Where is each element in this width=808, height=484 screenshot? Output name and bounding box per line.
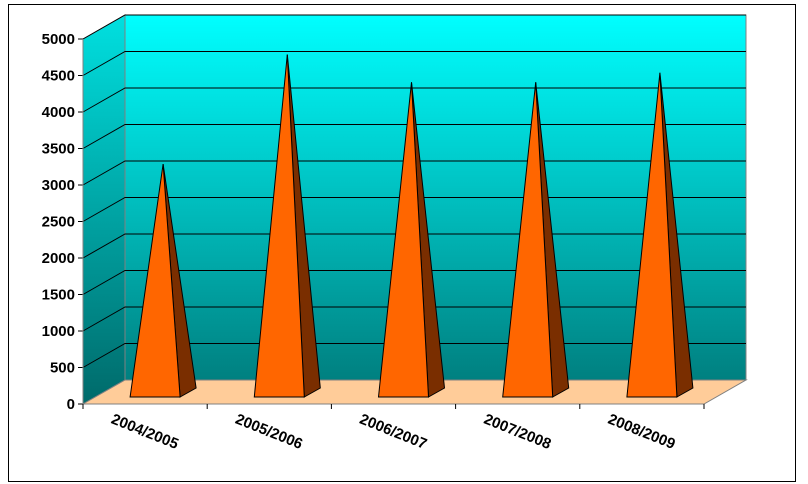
y-tick-label: 3500	[42, 141, 75, 158]
bar-front-face	[253, 54, 305, 398]
x-tick-label: 2008/2009	[606, 411, 678, 453]
y-tick-label: 1000	[42, 323, 75, 340]
bar-front-face	[626, 72, 678, 398]
bar	[626, 72, 694, 398]
bar-front-face	[129, 163, 181, 398]
bar	[377, 82, 446, 398]
y-tick-label: 500	[50, 360, 75, 377]
bar	[129, 163, 197, 398]
y-tick-label: 4000	[42, 104, 75, 121]
y-tick-label: 3000	[42, 177, 75, 194]
bar-front-face	[502, 82, 554, 398]
bar-front-face	[377, 82, 430, 398]
x-tick-label: 2005/2006	[233, 411, 305, 453]
y-tick-label: 4500	[42, 68, 75, 85]
bar	[253, 54, 321, 398]
gridline	[82, 87, 746, 113]
x-tick-label: 2004/2005	[109, 411, 181, 453]
y-tick-label: 2000	[42, 250, 75, 267]
x-tick-label: 2007/2008	[481, 411, 553, 453]
bar	[502, 82, 570, 398]
bars	[129, 54, 694, 398]
axes	[78, 38, 705, 409]
gridline	[82, 51, 746, 76]
gridline	[82, 14, 746, 40]
y-tick-label: 0	[67, 396, 75, 413]
x-tick-label: 2006/2007	[357, 411, 429, 453]
y-tick-label: 1500	[42, 287, 75, 304]
y-tick-label: 5000	[42, 31, 75, 48]
y-tick-label: 2500	[42, 214, 75, 231]
